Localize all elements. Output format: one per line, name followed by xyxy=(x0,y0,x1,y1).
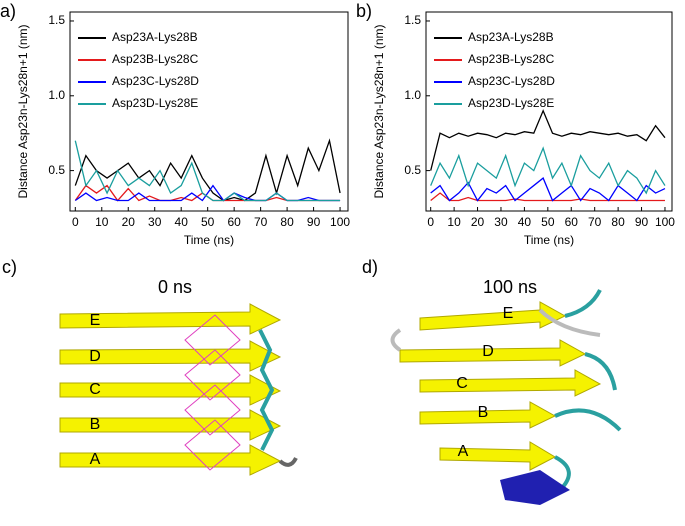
x-tick-label: 100 xyxy=(330,215,350,229)
x-tick-label: 0 xyxy=(427,215,434,229)
panel-label: b) xyxy=(356,1,372,21)
series-line xyxy=(74,140,341,202)
strand-label: A xyxy=(458,443,469,460)
strand-label: D xyxy=(482,343,494,360)
legend-label: Asp23C-Lys28D xyxy=(468,74,555,88)
legend-label: Asp23A-Lys28B xyxy=(112,30,198,44)
x-tick-label: 90 xyxy=(307,215,321,229)
panel-title: 0 ns xyxy=(158,277,192,297)
y-tick-label: 1.0 xyxy=(404,88,421,102)
legend-label: Asp23D-Lys28E xyxy=(468,96,554,110)
x-tick-label: 60 xyxy=(565,215,579,229)
panel-title: 100 ns xyxy=(483,277,537,297)
panel-label: d) xyxy=(362,257,378,277)
series-line xyxy=(430,146,666,195)
series-line xyxy=(430,192,665,202)
x-tick-label: 10 xyxy=(447,215,461,229)
structure-100ns xyxy=(390,289,622,505)
x-tick-label: 20 xyxy=(122,215,136,229)
y-tick-label: 0.5 xyxy=(404,163,421,177)
legend-label: Asp23C-Lys28D xyxy=(112,74,199,88)
series-line xyxy=(430,109,666,171)
x-tick-label: 30 xyxy=(494,215,508,229)
strand-label: C xyxy=(89,381,101,398)
strand-label: E xyxy=(503,305,514,322)
plot-frame xyxy=(69,11,349,212)
x-tick-label: 10 xyxy=(95,215,109,229)
x-tick-label: 70 xyxy=(254,215,268,229)
x-tick-label: 50 xyxy=(201,215,215,229)
legend-label: Asp23B-Lys28C xyxy=(468,52,555,66)
x-tick-label: 0 xyxy=(72,215,79,229)
x-tick-label: 20 xyxy=(471,215,485,229)
plot-frame xyxy=(425,11,673,212)
x-axis-label: Time (ns) xyxy=(524,233,574,247)
strand-label: E xyxy=(90,312,101,329)
series-line xyxy=(74,184,341,202)
x-axis-label: Time (ns) xyxy=(184,233,234,247)
strand-label: B xyxy=(90,416,101,433)
strand-label: C xyxy=(456,375,468,392)
x-tick-label: 70 xyxy=(588,215,602,229)
x-tick-label: 30 xyxy=(148,215,162,229)
y-tick-label: 1.5 xyxy=(48,13,65,27)
series-line xyxy=(430,177,666,202)
legend-label: Asp23B-Lys28C xyxy=(112,52,199,66)
x-tick-label: 40 xyxy=(518,215,532,229)
x-tick-label: 40 xyxy=(175,215,189,229)
y-axis-label: Distance Asp23n-Lys28n+1 (nm) xyxy=(372,25,386,199)
y-tick-label: 1.5 xyxy=(404,13,421,27)
panel-label: c) xyxy=(2,257,17,277)
strand-label: A xyxy=(90,451,101,468)
strand-label: D xyxy=(89,348,101,365)
panel-label: a) xyxy=(0,1,16,21)
y-tick-label: 0.5 xyxy=(48,163,65,177)
legend-label: Asp23A-Lys28B xyxy=(468,30,554,44)
x-tick-label: 80 xyxy=(611,215,625,229)
x-tick-label: 50 xyxy=(541,215,555,229)
strand-label: B xyxy=(478,404,489,421)
x-tick-label: 80 xyxy=(280,215,294,229)
y-tick-label: 1.0 xyxy=(48,88,65,102)
x-tick-label: 60 xyxy=(227,215,241,229)
y-axis-label: Distance Asp23n-Lys28n+1 (nm) xyxy=(16,25,30,199)
series-line xyxy=(74,138,341,202)
x-tick-label: 100 xyxy=(655,215,675,229)
structure-0ns xyxy=(59,303,298,476)
legend-label: Asp23D-Lys28E xyxy=(112,96,198,110)
x-tick-label: 90 xyxy=(635,215,649,229)
